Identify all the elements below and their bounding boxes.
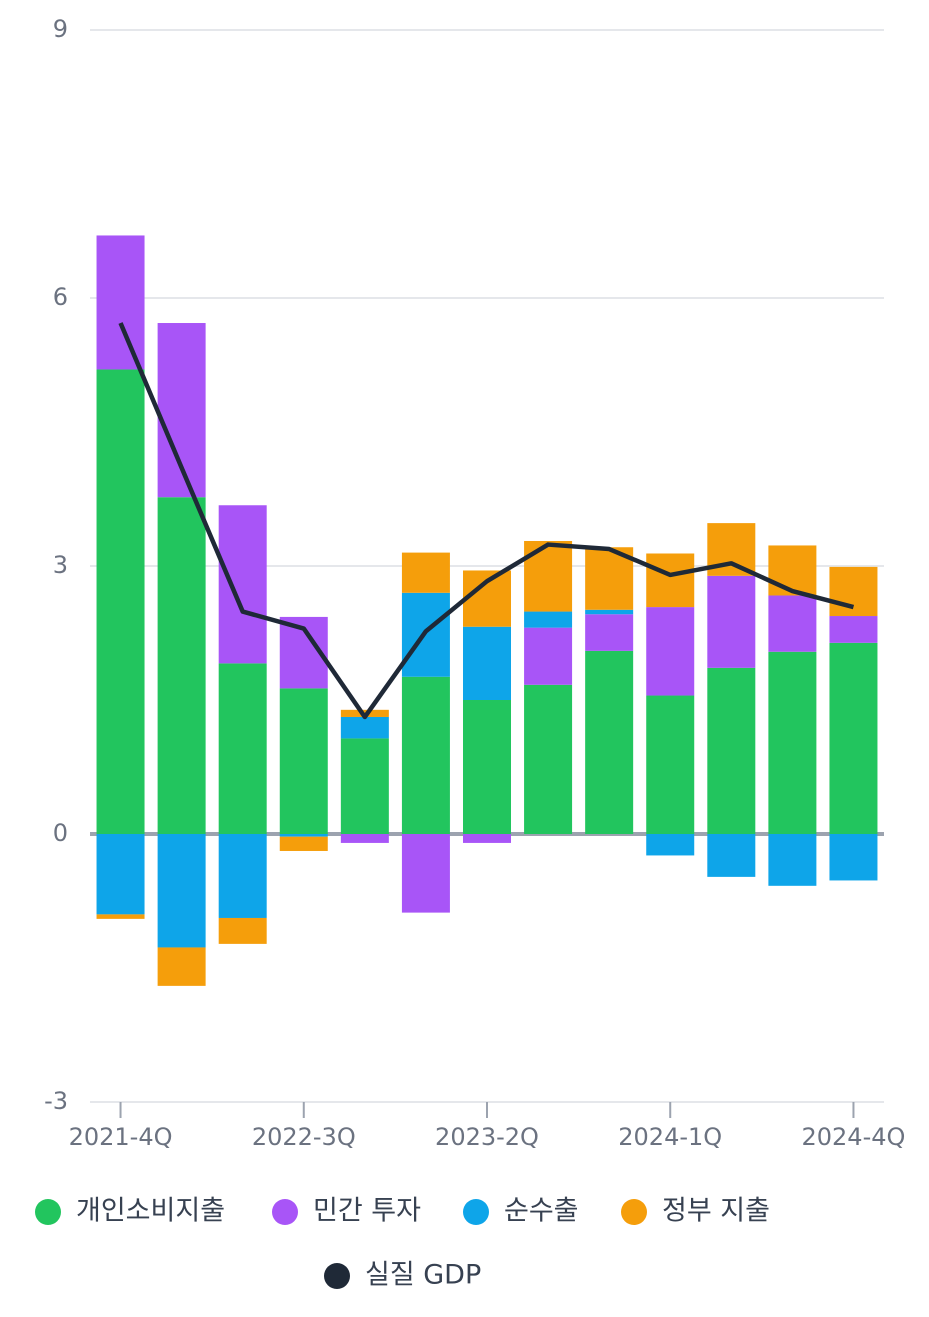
legend-marker — [324, 1263, 350, 1289]
bar-segment — [707, 575, 756, 668]
bar-segment — [340, 738, 389, 834]
x-tick-label: 2021-4Q — [69, 1123, 173, 1151]
bar-segment — [401, 676, 450, 834]
bar-segment — [524, 627, 573, 685]
bar-segment — [768, 651, 817, 834]
y-tick-label: 3 — [53, 551, 68, 579]
line-series — [118, 322, 855, 720]
bar-segment — [96, 914, 145, 919]
bar-segment — [279, 688, 328, 834]
bar-segment — [524, 540, 573, 612]
y-tick-label: -3 — [44, 1087, 68, 1115]
x-tick-label: 2024-1Q — [618, 1123, 722, 1151]
legend-marker — [35, 1199, 61, 1225]
y-tick-label: 0 — [53, 819, 68, 847]
bar-segment — [829, 642, 878, 834]
bar-segment — [707, 834, 756, 877]
legend-label: 민간 투자 — [313, 1196, 421, 1227]
bar-segment — [157, 947, 206, 986]
bar-segment — [829, 566, 878, 617]
bar-segment — [463, 700, 511, 834]
bar-segment — [829, 616, 878, 643]
legend-marker — [463, 1199, 489, 1225]
bar-segment — [585, 650, 634, 834]
bar-segment — [829, 834, 878, 881]
bar-segment — [279, 834, 328, 837]
legend-label: 정부 지출 — [662, 1196, 770, 1227]
legend-label: 실질 GDP — [365, 1260, 481, 1291]
bar-segment — [401, 552, 450, 593]
bar-segment — [768, 595, 817, 652]
bar-segment — [707, 667, 756, 834]
bar-segment — [96, 235, 145, 370]
legend-marker — [272, 1199, 298, 1225]
bar-segment — [401, 834, 450, 913]
bar-segment — [96, 369, 145, 834]
bar-segment — [157, 497, 206, 834]
bar-segment — [524, 611, 573, 628]
y-tick-label: 6 — [53, 283, 68, 311]
y-tick-label: 9 — [53, 15, 68, 43]
bar-segment — [463, 626, 511, 700]
bar-segment — [646, 834, 695, 856]
bar-segment — [96, 834, 145, 915]
bar-segment — [524, 684, 573, 834]
bar-segment — [646, 553, 695, 608]
bar-segment — [157, 834, 206, 948]
legend-marker — [621, 1199, 647, 1225]
x-tick-label: 2024-4Q — [802, 1123, 906, 1151]
legend-label: 개인소비지출 — [76, 1196, 225, 1227]
bar-segment — [218, 917, 267, 944]
bar-segment — [218, 505, 267, 664]
legend-label: 순수출 — [504, 1196, 579, 1227]
bar-segment — [218, 834, 267, 918]
bar-segment — [646, 695, 695, 834]
bar-segment — [768, 545, 817, 596]
bar-segment — [585, 609, 634, 615]
bar-segment — [279, 836, 328, 851]
bar-segment — [646, 607, 695, 696]
bar-segment — [340, 834, 389, 843]
x-tick-label: 2023-2Q — [435, 1123, 539, 1151]
bar-segment — [768, 834, 817, 886]
bar-segment — [340, 716, 389, 739]
bar-segment — [585, 614, 634, 651]
x-tick-label: 2022-3Q — [252, 1123, 356, 1151]
bar-segment — [218, 663, 267, 834]
bar-segment — [463, 834, 511, 843]
